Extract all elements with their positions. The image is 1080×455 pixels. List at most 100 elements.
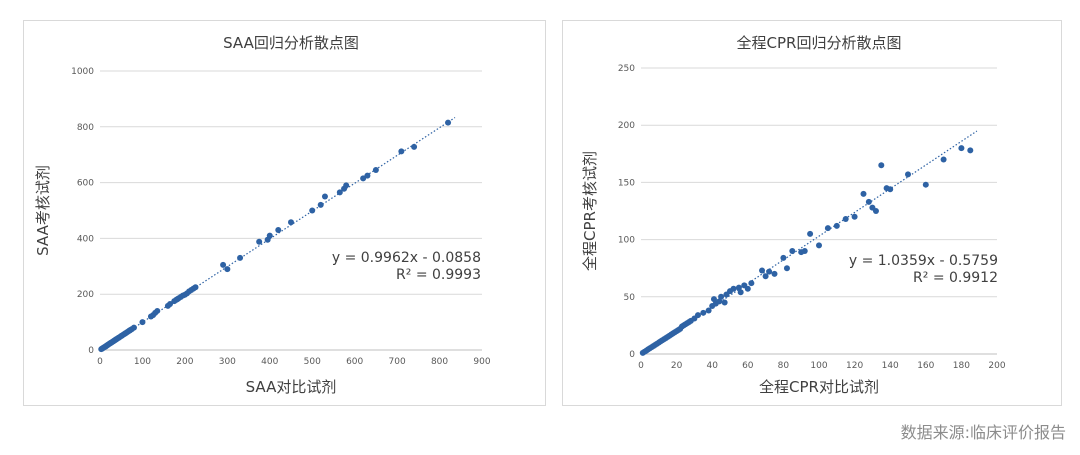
x-tick-label: 100 bbox=[134, 357, 151, 367]
y-tick-label: 100 bbox=[618, 236, 635, 246]
data-point bbox=[167, 300, 174, 307]
data-point bbox=[364, 172, 371, 179]
x-tick-label: 160 bbox=[917, 361, 934, 371]
chart-title: SAA回归分析散点图 bbox=[223, 34, 359, 52]
data-point bbox=[336, 189, 343, 196]
data-point bbox=[762, 273, 769, 280]
x-tick-label: 0 bbox=[97, 357, 103, 367]
data-point bbox=[317, 201, 324, 208]
data-point bbox=[309, 207, 316, 214]
data-point bbox=[154, 307, 161, 314]
data-point bbox=[766, 268, 773, 275]
data-point bbox=[842, 216, 849, 223]
data-point bbox=[275, 227, 282, 234]
y-tick-label: 200 bbox=[618, 121, 635, 131]
data-point bbox=[887, 186, 894, 193]
data-point bbox=[824, 225, 831, 232]
data-point bbox=[398, 148, 405, 155]
data-point bbox=[801, 248, 808, 255]
chart-title: 全程CPR回归分析散点图 bbox=[737, 34, 902, 52]
y-axis-label: 全程CPR考核试剂 bbox=[581, 151, 599, 271]
data-point bbox=[958, 145, 965, 152]
saa-chart-panel: 0 200 400 600 800 1000 0 100 200 300 400 500 600 700 8… bbox=[23, 20, 546, 406]
data-point bbox=[343, 182, 350, 189]
r-squared-label: R² = 0.9993 bbox=[396, 267, 481, 283]
data-point bbox=[288, 219, 294, 226]
x-tick-label: 100 bbox=[810, 361, 827, 371]
data-point bbox=[737, 289, 744, 296]
data-point bbox=[705, 307, 712, 314]
data-point bbox=[321, 193, 328, 200]
data-point bbox=[789, 248, 796, 255]
x-tick-label: 140 bbox=[882, 361, 899, 371]
x-tick-label: 180 bbox=[953, 361, 970, 371]
y-tick-label: 400 bbox=[77, 234, 94, 244]
x-tick-label: 120 bbox=[846, 361, 863, 371]
x-tick-label: 80 bbox=[778, 361, 790, 371]
y-tick-label: 800 bbox=[77, 123, 94, 133]
saa-scatter-chart: 0 200 400 600 800 1000 0 100 200 300 400 500 600 700 8… bbox=[34, 34, 491, 396]
data-point bbox=[748, 280, 755, 287]
data-point bbox=[872, 208, 879, 214]
data-point bbox=[237, 254, 244, 261]
data-point bbox=[940, 156, 947, 163]
x-tick-label: 20 bbox=[671, 361, 683, 371]
x-axis-label: 全程CPR对比试剂 bbox=[759, 378, 879, 396]
x-tick-label: 200 bbox=[176, 357, 193, 367]
data-point bbox=[905, 171, 911, 178]
data-point bbox=[922, 181, 929, 188]
trendline-equation: y = 1.0359x - 0.5759 bbox=[849, 253, 998, 269]
data-point bbox=[130, 324, 137, 331]
x-tick-label: 0 bbox=[638, 361, 644, 371]
data-point bbox=[744, 285, 751, 292]
cpr-scatter-chart: 0 50 100 150 200 250 0 20 40 60 80 100 120 140 160 180 2… bbox=[581, 34, 1006, 396]
data-point bbox=[266, 232, 273, 239]
x-axis-label: SAA对比试剂 bbox=[246, 378, 337, 396]
data-point bbox=[759, 267, 766, 274]
y-tick-label: 600 bbox=[77, 179, 94, 189]
data-point bbox=[716, 298, 723, 305]
x-tick-label: 40 bbox=[706, 361, 718, 371]
data-point bbox=[807, 230, 814, 237]
data-point bbox=[192, 284, 199, 291]
data-point bbox=[700, 309, 707, 316]
data-point bbox=[411, 143, 418, 150]
data-point bbox=[833, 222, 840, 229]
data-point bbox=[878, 162, 885, 169]
trendline-equation: y = 0.9962x - 0.0858 bbox=[332, 250, 481, 266]
x-tick-label: 700 bbox=[389, 357, 406, 367]
x-tick-label: 600 bbox=[346, 357, 363, 367]
data-point bbox=[445, 119, 452, 126]
y-tick-label: 0 bbox=[629, 350, 635, 360]
x-tick-label: 60 bbox=[742, 361, 754, 371]
y-tick-label: 200 bbox=[77, 290, 94, 300]
x-tick-label: 800 bbox=[431, 357, 448, 367]
data-point bbox=[372, 167, 379, 174]
data-point bbox=[721, 299, 728, 306]
data-source-note: 数据来源:临床评价报告 bbox=[900, 423, 1066, 442]
data-point bbox=[360, 175, 367, 182]
y-tick-label: 1000 bbox=[71, 67, 94, 77]
r-squared-label: R² = 0.9912 bbox=[913, 270, 998, 286]
data-point bbox=[780, 254, 787, 261]
data-point bbox=[256, 238, 263, 245]
x-tick-label: 900 bbox=[473, 357, 490, 367]
x-tick-label: 500 bbox=[304, 357, 321, 367]
x-tick-label: 400 bbox=[261, 357, 278, 367]
data-point bbox=[224, 266, 231, 273]
data-point bbox=[860, 190, 867, 197]
data-point bbox=[771, 270, 778, 277]
data-point bbox=[139, 319, 146, 326]
data-point bbox=[730, 285, 737, 292]
data-point bbox=[865, 198, 872, 205]
data-point bbox=[220, 261, 227, 268]
data-point bbox=[735, 284, 742, 291]
data-point bbox=[718, 293, 725, 300]
data-point bbox=[694, 312, 701, 319]
data-point bbox=[967, 147, 974, 154]
data-point bbox=[816, 242, 822, 249]
y-tick-label: 0 bbox=[88, 346, 94, 356]
x-tick-label: 200 bbox=[988, 361, 1005, 371]
y-tick-label: 250 bbox=[618, 64, 635, 74]
x-tick-label: 300 bbox=[219, 357, 236, 367]
